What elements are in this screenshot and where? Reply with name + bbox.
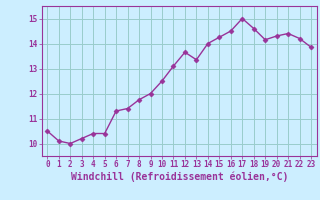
X-axis label: Windchill (Refroidissement éolien,°C): Windchill (Refroidissement éolien,°C) [70, 172, 288, 182]
